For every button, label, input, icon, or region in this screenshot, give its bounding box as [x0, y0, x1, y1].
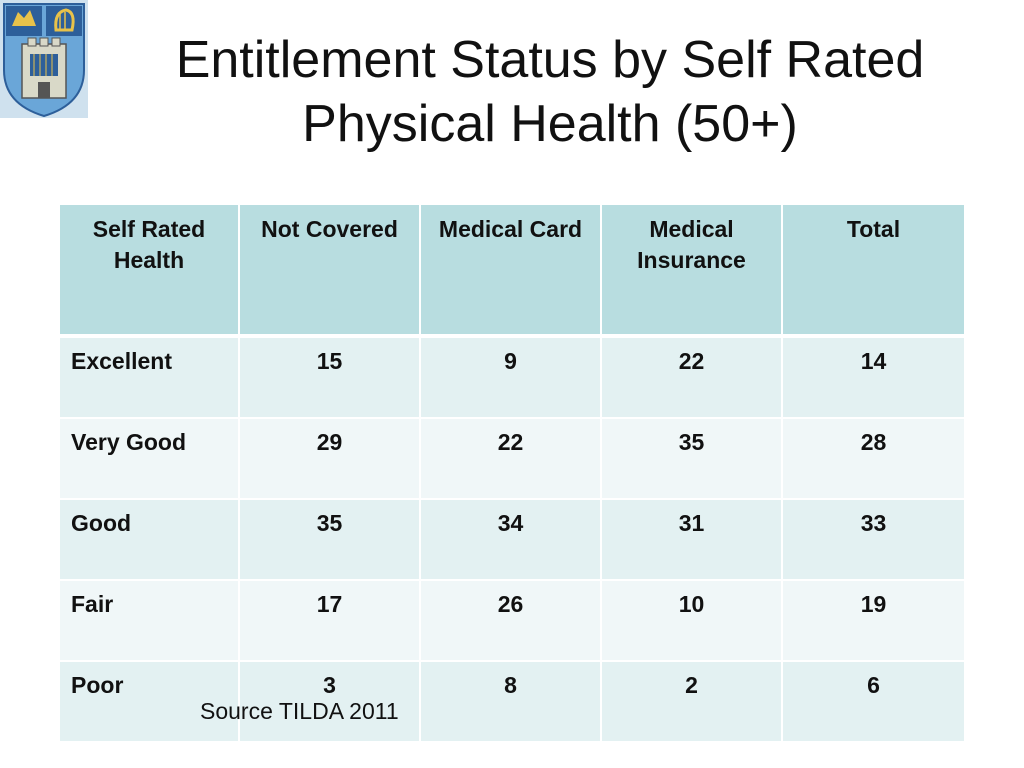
- row-label: Fair: [60, 581, 240, 662]
- table-cell: 35: [240, 500, 421, 581]
- table-cell: 26: [421, 581, 602, 662]
- column-header-medical-card: Medical Card: [421, 205, 602, 338]
- table-cell: 22: [421, 419, 602, 500]
- table-cell: 34: [421, 500, 602, 581]
- row-label: Poor: [60, 662, 240, 743]
- table-cell: 2: [602, 662, 783, 743]
- table-row: Poor 3 8 2 6: [60, 662, 964, 743]
- table-header-row: Self Rated Health Not Covered Medical Ca…: [60, 205, 964, 338]
- table-cell: 31: [602, 500, 783, 581]
- table-cell: 22: [602, 338, 783, 419]
- slide-title: Entitlement Status by Self Rated Physica…: [175, 31, 925, 153]
- table-row: Good 35 34 31 33: [60, 500, 964, 581]
- table-cell: 17: [240, 581, 421, 662]
- source-note: Source TILDA 2011: [200, 698, 399, 724]
- university-crest-icon: [0, 0, 88, 118]
- table-cell: 15: [240, 338, 421, 419]
- table-cell: 10: [602, 581, 783, 662]
- table-row: Excellent 15 9 22 14: [60, 338, 964, 419]
- column-header-self-rated-health: Self Rated Health: [60, 205, 240, 338]
- table-row: Very Good 29 22 35 28: [60, 419, 964, 500]
- row-label: Good: [60, 500, 240, 581]
- table-cell: 33: [783, 500, 964, 581]
- column-header-total: Total: [783, 205, 964, 338]
- row-label: Excellent: [60, 338, 240, 419]
- table-cell: 19: [783, 581, 964, 662]
- table-cell: 9: [421, 338, 602, 419]
- table-cell: 6: [783, 662, 964, 743]
- column-header-not-covered: Not Covered: [240, 205, 421, 338]
- table-cell: 8: [421, 662, 602, 743]
- table-row: Fair 17 26 10 19: [60, 581, 964, 662]
- table-cell: 29: [240, 419, 421, 500]
- table-cell: 35: [602, 419, 783, 500]
- table-cell: 28: [783, 419, 964, 500]
- table-cell: 14: [783, 338, 964, 419]
- row-label: Very Good: [60, 419, 240, 500]
- entitlement-table: Self Rated Health Not Covered Medical Ca…: [60, 205, 964, 743]
- column-header-medical-insurance: Medical Insurance: [602, 205, 783, 338]
- table-cell: 3: [240, 662, 421, 743]
